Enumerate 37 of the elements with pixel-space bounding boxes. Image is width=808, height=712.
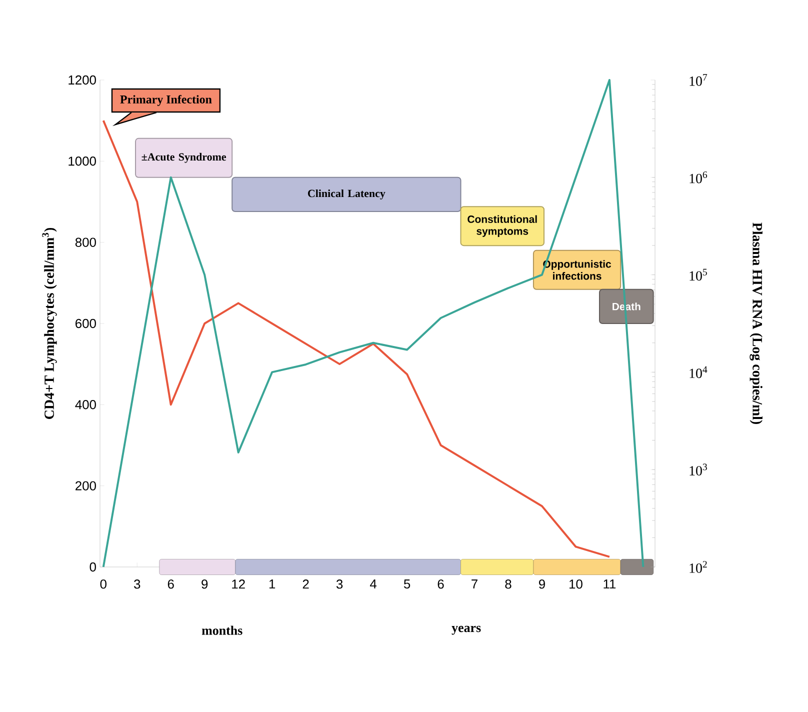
y-tick-label: 200	[76, 481, 96, 490]
x-tick-label: 3	[134, 580, 140, 589]
y-axis-title: CD4+T Lymphocytes (cell/mm$^{3}$)	[42, 228, 57, 419]
x-tick-label: 10	[570, 580, 582, 589]
y2-tick-label: 10$^{3}$	[690, 464, 707, 476]
y-tick-label: 1000	[68, 156, 96, 166]
y2-tick-label: 10$^{2}$	[690, 561, 707, 573]
x-tick-label: 2	[302, 580, 309, 589]
x-tick-label: 9	[538, 580, 545, 589]
annotation: ±Acute Syndrome	[142, 152, 226, 163]
y2-axis-title: Plasma HIV RNA (Log copies/ml)	[750, 222, 762, 424]
y-tick-label: 800	[75, 238, 96, 247]
annotation: Clinical Latency	[308, 189, 386, 200]
y-tick-label: 1200	[68, 75, 96, 85]
y-tick-label: 0	[90, 562, 96, 572]
text: months	[202, 626, 242, 635]
x-tick-label: 1	[269, 580, 276, 588]
x-tick-label: 8	[505, 580, 512, 589]
y-tick-label: 400	[75, 400, 96, 410]
x-tick-label: 9	[202, 580, 208, 589]
x-tick-label: 12	[232, 580, 245, 589]
x-tick-label: 0	[100, 580, 106, 589]
y2-tick-label: 10$^{6}$	[690, 171, 708, 184]
x-tick-label: 4	[370, 580, 377, 588]
x-tick-label: 6	[438, 580, 444, 589]
text: years	[452, 626, 481, 635]
x-tick-label: 5	[404, 580, 410, 589]
x-tick-label: 7	[472, 580, 478, 588]
y2-tick-label: 10$^{5}$	[690, 268, 707, 281]
y2-tick-label: 10$^{7}$	[690, 74, 708, 86]
y2-tick-label: 10$^{4}$	[690, 366, 708, 378]
annotation: Primary Infection	[120, 94, 212, 106]
x-tick-label: 6	[168, 580, 174, 589]
annotation: Constitutional symptoms	[468, 215, 537, 237]
y-tick-label: 600	[76, 318, 96, 328]
x-tick-label: 11	[604, 580, 616, 588]
x-tick-label: 3	[336, 580, 343, 589]
